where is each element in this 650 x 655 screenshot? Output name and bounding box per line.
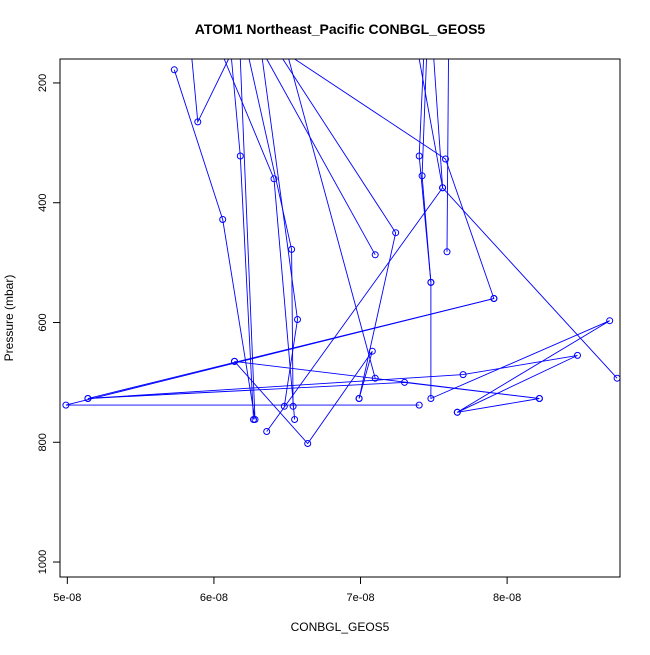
data-point-15-3 [401, 378, 408, 386]
y-tick-label-2: 400 [37, 194, 49, 212]
data-point-2-2 [236, 152, 244, 160]
data-point-13-3 [263, 428, 271, 435]
series-line-7 [282, 58, 397, 399]
data-point-10-7 [574, 351, 581, 359]
series-line-15 [87, 298, 540, 399]
x-tick-label-4: 8e-08 [493, 592, 521, 604]
chart-title: ATOM1 Northeast_Pacific CONBGL_GEOS5 [195, 21, 486, 37]
data-point-10-8 [459, 371, 467, 379]
data-point-1-6 [194, 118, 202, 126]
data-point-16-1 [231, 357, 238, 365]
series-line-2 [231, 58, 254, 420]
data-point-16-3 [368, 347, 376, 355]
y-axis-label: Pressure (mbar) [2, 275, 16, 362]
x-tick-label-3: 7e-08 [346, 592, 374, 604]
data-point-9-4 [62, 401, 70, 409]
y-tick-label-5: 1000 [37, 550, 49, 574]
series-line-14 [418, 58, 618, 379]
data-point-15-4 [84, 395, 92, 402]
series-line-12 [421, 58, 432, 283]
data-point-12-2 [418, 172, 426, 180]
data-point-17-1 [453, 408, 461, 416]
y-tick-label-4: 800 [37, 433, 49, 451]
data-point-10-5 [606, 317, 614, 325]
series-line-6 [266, 58, 376, 256]
x-tick-label-1: 5e-08 [53, 592, 81, 604]
plot-frame [59, 58, 621, 578]
series-line-16 [234, 350, 373, 445]
y-tick-label-3: 600 [37, 313, 49, 331]
data-point-1-1 [170, 66, 178, 74]
data-point-4-3 [289, 402, 297, 410]
series-layer [62, 58, 621, 447]
data-point-12-3 [427, 278, 435, 286]
data-point-5-2 [294, 316, 301, 323]
data-point-1-2 [219, 216, 227, 223]
data-point-7-2 [392, 229, 400, 237]
data-point-9-2 [442, 155, 449, 163]
data-point-4-2 [288, 245, 296, 253]
data-point-16-2 [304, 440, 312, 447]
data-point-3-2 [270, 175, 278, 183]
data-point-2-3 [250, 416, 257, 423]
series-line-11 [446, 58, 449, 252]
series-line-5 [261, 58, 298, 407]
data-point-3-3 [291, 416, 299, 423]
data-point-15-5 [490, 295, 498, 302]
data-point-16-4 [355, 395, 363, 402]
data-point-10-2 [415, 152, 423, 160]
series-line-8 [288, 58, 376, 379]
data-point-10-4 [427, 395, 435, 402]
data-point-11-2 [443, 248, 451, 256]
x-tick-label-2: 6e-08 [200, 592, 228, 604]
y-tick-label-1: 200 [37, 74, 49, 92]
data-point-17-2 [535, 395, 543, 402]
series-line-3 [223, 58, 296, 420]
data-point-9-5 [415, 401, 423, 409]
data-point-5-3 [280, 402, 288, 410]
data-point-14-2 [439, 184, 447, 192]
series-line-17 [457, 398, 540, 413]
data-point-6-2 [371, 251, 379, 259]
x-axis-label: CONBGL_GEOS5 [291, 620, 390, 634]
series-line-10 [87, 58, 610, 413]
